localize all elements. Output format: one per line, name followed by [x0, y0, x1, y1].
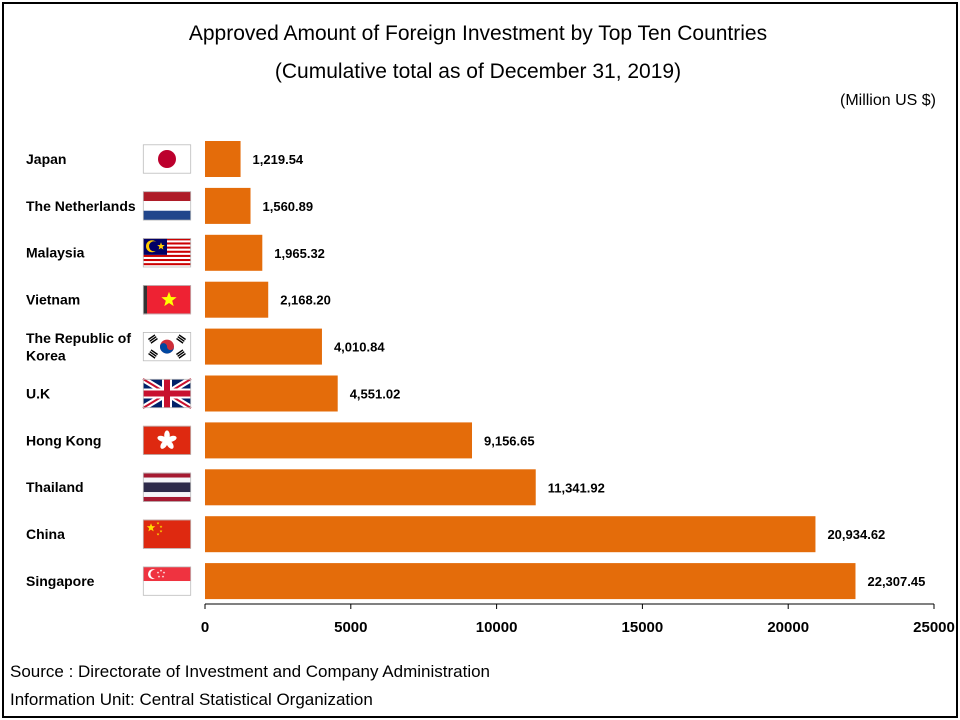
- x-tick-label: 15000: [622, 619, 664, 636]
- country-label: Vietnam: [26, 292, 80, 308]
- value-label: 22,307.45: [867, 574, 925, 589]
- country-label: U.K: [26, 385, 50, 401]
- country-label: Japan: [26, 151, 66, 167]
- country-label: Hong Kong: [26, 432, 101, 448]
- country-label: Singapore: [26, 573, 95, 589]
- hong-kong-flag-icon: [142, 425, 192, 455]
- country-label: Thailand: [26, 479, 84, 495]
- x-tick-label: 5000: [334, 619, 367, 636]
- bar: [205, 141, 241, 177]
- chart-subtitle: (Cumulative total as of December 31, 201…: [274, 60, 682, 83]
- country-label: China: [26, 526, 65, 542]
- malaysia-flag-icon: [142, 238, 192, 268]
- bar: [205, 234, 263, 271]
- bar: [205, 516, 816, 553]
- value-label: 1,560.89: [263, 199, 314, 214]
- vietnam-flag-icon: [142, 285, 192, 315]
- value-label: 20,934.62: [827, 527, 885, 542]
- value-label: 9,156.65: [484, 433, 535, 448]
- value-label: 1,965.32: [274, 246, 325, 261]
- china-flag-icon: [142, 519, 192, 549]
- bar: [205, 328, 322, 365]
- bar: [205, 375, 338, 412]
- source-note: Source : Directorate of Investment and C…: [10, 662, 491, 681]
- value-label: 1,219.54: [253, 152, 304, 167]
- information-unit-note: Information Unit: Central Statistical Or…: [10, 690, 373, 709]
- uk-flag-icon: [141, 376, 193, 411]
- x-tick-label: 20000: [767, 619, 809, 636]
- singapore-flag-icon: [142, 566, 192, 596]
- value-label: 11,341.92: [548, 480, 605, 495]
- japan-flag-icon: [142, 144, 192, 174]
- chart-title: Approved Amount of Foreign Investment by…: [188, 22, 768, 45]
- x-tick-label: 10000: [476, 619, 518, 636]
- bar: [205, 563, 856, 600]
- bar: [205, 187, 251, 224]
- bar: [205, 469, 536, 506]
- korea-flag-icon: [142, 332, 192, 362]
- value-label: 4,551.02: [350, 387, 401, 402]
- value-label: 4,010.84: [334, 340, 385, 355]
- unit-label: (Million US $): [839, 92, 936, 109]
- country-label: Malaysia: [26, 245, 85, 261]
- thailand-flag-icon: [142, 472, 192, 502]
- country-label: The Netherlands: [26, 198, 136, 214]
- country-label: The Republic of Korea: [26, 330, 131, 364]
- netherlands-flag-icon: [142, 191, 192, 221]
- x-tick-label: 25000: [913, 619, 955, 636]
- bar: [205, 281, 269, 318]
- x-tick-label: 0: [201, 619, 209, 636]
- value-label: 2,168.20: [280, 293, 331, 308]
- bar: [205, 422, 473, 459]
